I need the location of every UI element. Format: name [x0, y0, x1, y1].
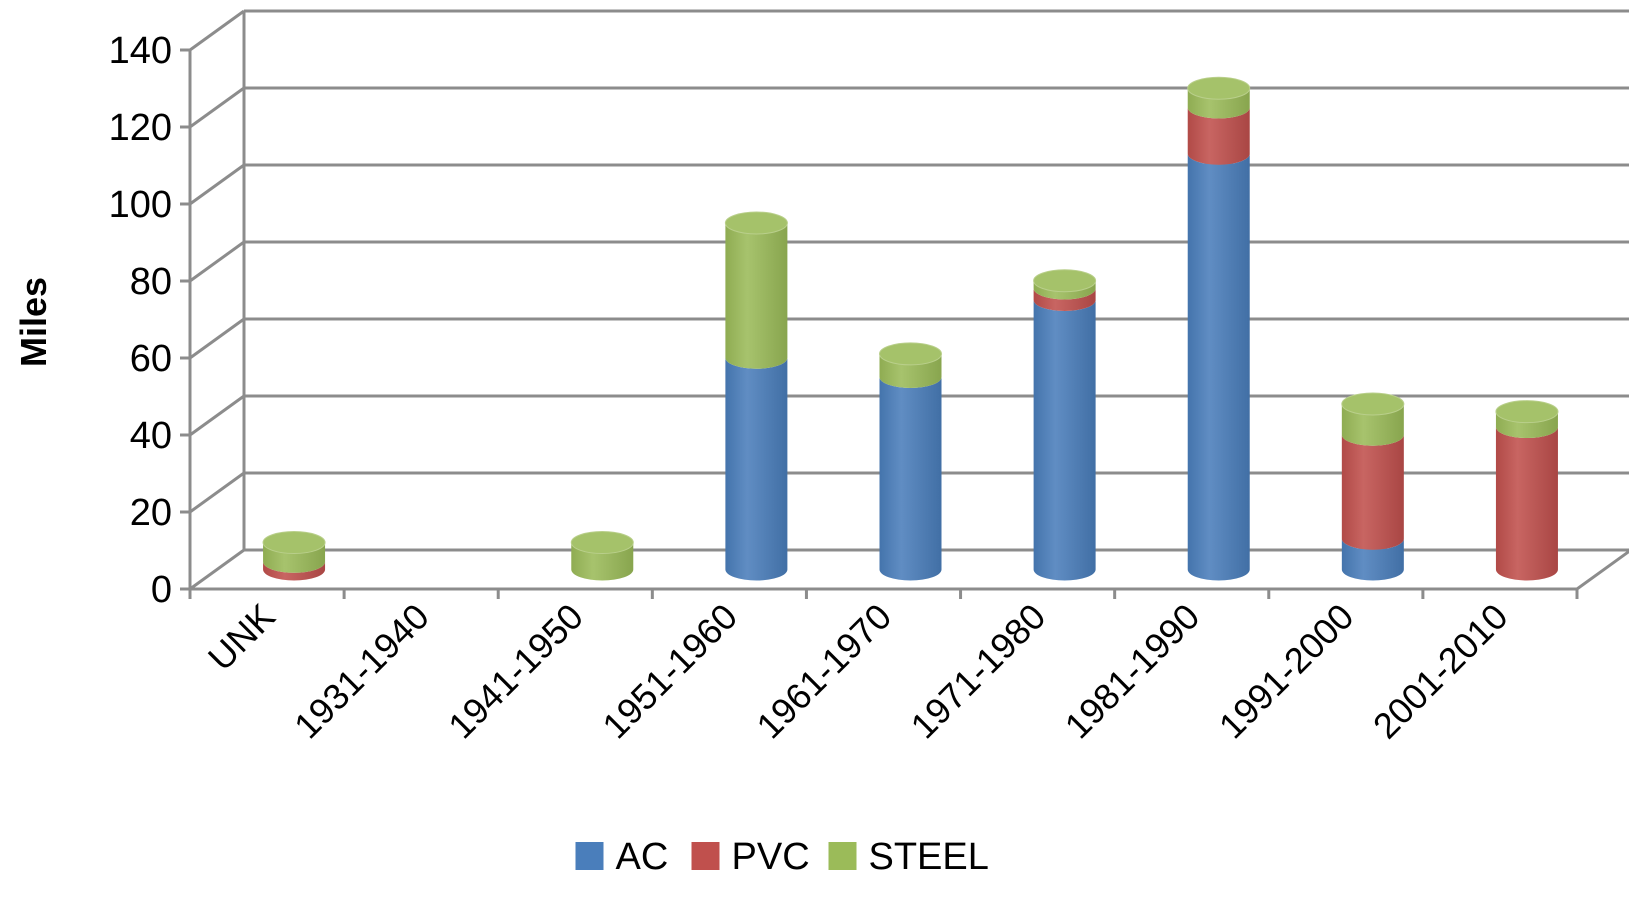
y-tick-label: 60 — [130, 338, 172, 380]
bar-segment-steel — [725, 223, 788, 369]
bar-stack — [879, 342, 942, 581]
bar-top-cap — [1187, 76, 1251, 100]
gridline-side — [189, 86, 245, 129]
bar-segment-pvc — [1495, 427, 1558, 581]
y-tick-label: 100 — [109, 184, 172, 226]
bar-segment-pvc — [1033, 288, 1096, 311]
bar-segment-steel — [1341, 403, 1404, 446]
bar-segment-ac — [725, 357, 788, 581]
bar-segment-steel — [263, 542, 326, 573]
bar-segment-pvc — [1187, 107, 1250, 165]
bar-segment-steel — [879, 353, 942, 388]
y-tick-label: 80 — [130, 261, 172, 303]
gridline-side — [189, 317, 245, 360]
y-tick-label: 140 — [109, 30, 172, 72]
x-category-label: 1971-1980 — [903, 596, 1054, 747]
chart-legend: AC PVC STEEL — [575, 836, 989, 878]
bar-segment-pvc — [1341, 434, 1404, 550]
x-category-label: 2001-2010 — [1365, 596, 1516, 747]
gridline-side — [189, 471, 245, 514]
bar-top-cap — [1495, 400, 1559, 424]
bar-stack — [1033, 269, 1097, 581]
bar-stack — [724, 211, 788, 581]
bar-segment-pvc — [263, 561, 326, 581]
x-category-label: 1931-1940 — [286, 596, 437, 747]
legend-label-steel: STEEL — [869, 836, 989, 878]
gridline-side — [189, 240, 245, 283]
bar-top-cap — [262, 531, 326, 555]
bar-segment-steel — [1187, 88, 1250, 119]
gridline-side — [189, 9, 245, 52]
x-category-label: 1991-2000 — [1211, 596, 1362, 747]
bar-stack — [570, 531, 634, 581]
bar-top-cap — [879, 342, 942, 366]
bar-segment-ac — [1187, 153, 1250, 581]
bar-stack — [1187, 76, 1251, 581]
gridline-side — [189, 394, 245, 437]
bar-segment-steel — [1033, 280, 1096, 300]
bar-segment-ac — [1341, 538, 1404, 581]
bar-stack — [1341, 392, 1405, 581]
bar-segment-ac — [1033, 300, 1096, 581]
x-category-label: 1941-1950 — [440, 596, 591, 747]
x-axis-category-labels: UNK 1931-1940 1941-1950 1951-1960 1961-1970 1… — [200, 596, 1516, 747]
bar-top-cap — [1341, 392, 1405, 416]
chart-bars — [262, 76, 1559, 581]
y-axis-tick-labels: 0 20 40 60 80 100 120 140 — [109, 30, 172, 611]
bar-stack — [1495, 400, 1559, 581]
bar-top-cap — [570, 531, 634, 555]
bar-segment-steel — [571, 542, 634, 581]
x-category-label: 1981-1990 — [1057, 596, 1208, 747]
bar-segment-steel — [1495, 411, 1558, 439]
chart-axes — [180, 11, 1579, 599]
gridline-side — [189, 163, 245, 206]
legend-swatch-steel — [828, 842, 857, 870]
legend-label-pvc: PVC — [732, 836, 810, 878]
legend-swatch-ac — [575, 842, 604, 870]
x-category-label: UNK — [200, 596, 283, 679]
gridline-side — [189, 548, 245, 591]
bar-stack — [262, 531, 326, 581]
y-tick-label: 120 — [109, 107, 172, 149]
x-category-label: 1961-1970 — [748, 596, 899, 747]
x-category-label: 1951-1960 — [594, 596, 745, 747]
bar-segment-ac — [879, 377, 942, 581]
y-tick-label: 40 — [130, 415, 172, 457]
bar-top-cap — [724, 211, 788, 235]
y-axis-title: Miles — [13, 277, 54, 367]
bar-top-cap — [1033, 269, 1097, 293]
legend-label-ac: AC — [616, 836, 669, 878]
y-tick-label: 20 — [130, 492, 172, 534]
legend-swatch-pvc — [691, 842, 720, 870]
y-tick-label: 0 — [151, 569, 172, 611]
